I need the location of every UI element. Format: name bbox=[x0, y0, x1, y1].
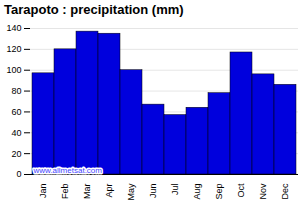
svg-text:www.allmetsat.com: www.allmetsat.com bbox=[33, 166, 103, 175]
svg-text:20: 20 bbox=[11, 149, 21, 159]
svg-text:Mar: Mar bbox=[82, 183, 92, 199]
svg-text:Apr: Apr bbox=[104, 184, 114, 198]
svg-text:120: 120 bbox=[6, 44, 21, 54]
svg-text:May: May bbox=[126, 183, 136, 200]
svg-text:Jan: Jan bbox=[38, 184, 48, 199]
svg-text:Aug: Aug bbox=[192, 184, 202, 200]
svg-text:Sep: Sep bbox=[214, 184, 224, 200]
svg-text:Nov: Nov bbox=[258, 183, 268, 200]
svg-text:Jun: Jun bbox=[148, 184, 158, 199]
svg-text:80: 80 bbox=[11, 86, 21, 96]
svg-text:Oct: Oct bbox=[236, 183, 246, 198]
svg-text:140: 140 bbox=[6, 23, 21, 33]
svg-text:0: 0 bbox=[16, 169, 21, 179]
svg-text:Dec: Dec bbox=[280, 183, 290, 200]
svg-text:60: 60 bbox=[11, 107, 21, 117]
svg-text:100: 100 bbox=[6, 65, 21, 75]
svg-text:Feb: Feb bbox=[60, 184, 70, 200]
svg-text:40: 40 bbox=[11, 128, 21, 138]
svg-text:Jul: Jul bbox=[170, 184, 180, 196]
html-text:Tarapoto : precipitation (mm): Tarapoto : precipitation (mm) bbox=[4, 2, 184, 17]
